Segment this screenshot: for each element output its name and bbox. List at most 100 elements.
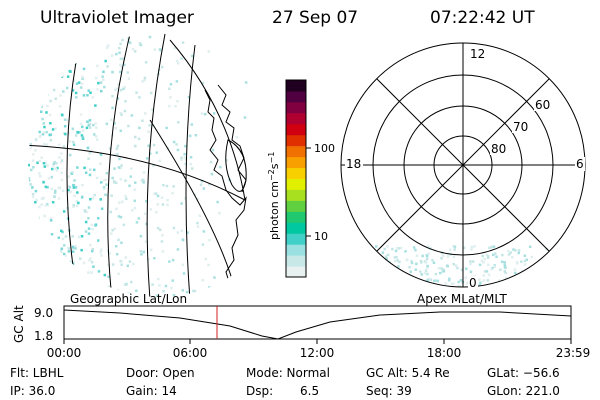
emission-pixel xyxy=(67,188,70,192)
emission-pixel xyxy=(479,281,482,284)
emission-pixel xyxy=(40,110,43,113)
emission-pixel xyxy=(55,169,58,172)
globe-view xyxy=(28,33,248,297)
emission-pixel xyxy=(74,274,78,278)
emission-pixel xyxy=(530,255,533,259)
emission-pixel xyxy=(93,168,96,172)
emission-pixel xyxy=(62,145,66,148)
emission-pixel xyxy=(427,252,431,255)
emission-pixel xyxy=(391,247,394,251)
emission-pixel xyxy=(72,205,75,208)
emission-pixel xyxy=(200,179,204,183)
emission-pixel xyxy=(124,256,128,259)
emission-pixel xyxy=(38,205,41,209)
emission-pixel xyxy=(456,266,459,270)
emission-pixel xyxy=(71,245,75,249)
emission-pixel xyxy=(50,59,53,62)
emission-pixel xyxy=(426,264,429,268)
emission-pixel xyxy=(61,237,65,241)
emission-pixel xyxy=(42,162,46,165)
emission-pixel xyxy=(87,46,91,49)
emission-pixel xyxy=(485,270,489,273)
emission-pixel xyxy=(213,112,216,115)
emission-pixel xyxy=(28,294,30,297)
emission-pixel xyxy=(431,259,434,262)
colorbar-cell xyxy=(286,211,306,223)
emission-pixel xyxy=(143,76,147,80)
emission-pixel xyxy=(75,204,79,207)
emission-pixel xyxy=(548,259,552,262)
emission-pixel xyxy=(30,69,33,73)
emission-pixel xyxy=(55,288,58,291)
emission-pixel xyxy=(54,189,57,193)
emission-pixel xyxy=(116,144,120,148)
emission-pixel xyxy=(373,283,377,286)
emission-pixel xyxy=(49,74,53,78)
emission-pixel xyxy=(32,166,35,169)
gc-alt-info: GC Alt: 5.4 Re xyxy=(366,366,450,380)
emission-pixel xyxy=(57,236,60,239)
emission-pixel xyxy=(90,45,94,48)
emission-pixel xyxy=(550,262,554,266)
emission-pixel xyxy=(59,161,63,164)
emission-pixel xyxy=(192,289,195,293)
seq-info: Seq: 39 xyxy=(366,384,412,398)
emission-pixel xyxy=(147,144,150,147)
emission-pixel xyxy=(202,187,206,190)
emission-pixel xyxy=(61,230,64,234)
emission-pixel xyxy=(399,246,403,250)
emission-pixel xyxy=(515,261,519,264)
emission-pixel xyxy=(44,87,48,90)
emission-pixel xyxy=(452,255,456,259)
emission-pixel xyxy=(153,48,157,51)
emission-pixel xyxy=(38,172,41,175)
emission-pixel xyxy=(90,223,94,227)
filter-info: Flt: LBHL xyxy=(10,366,64,380)
emission-pixel xyxy=(69,37,72,40)
emission-pixel xyxy=(442,268,445,271)
emission-pixel xyxy=(118,201,121,204)
emission-pixel xyxy=(42,181,45,184)
emission-pixel xyxy=(58,275,61,278)
emission-pixel xyxy=(45,278,48,282)
emission-pixel xyxy=(165,184,169,188)
emission-pixel xyxy=(208,238,211,242)
emission-pixel xyxy=(66,75,70,78)
emission-pixel xyxy=(86,286,90,289)
emission-pixel xyxy=(149,208,152,211)
emission-pixel xyxy=(172,226,176,230)
emission-pixel xyxy=(60,152,63,155)
emission-pixel xyxy=(100,254,103,257)
emission-pixel xyxy=(165,126,168,130)
emission-pixel xyxy=(533,284,537,287)
emission-pixel xyxy=(512,248,515,251)
emission-pixel xyxy=(113,153,117,156)
emission-pixel xyxy=(495,255,498,258)
emission-pixel xyxy=(141,80,144,83)
emission-pixel xyxy=(61,113,64,117)
emission-pixel xyxy=(75,200,79,203)
emission-pixel xyxy=(44,37,47,40)
emission-pixel xyxy=(409,270,412,273)
emission-pixel xyxy=(48,65,52,69)
emission-pixel xyxy=(386,266,389,269)
emission-pixel xyxy=(115,245,118,248)
colorbar-unit-label: photon cm−2s−1 xyxy=(267,152,281,240)
emission-pixel xyxy=(31,257,34,261)
emission-pixel xyxy=(547,280,550,284)
emission-pixel xyxy=(457,285,460,287)
emission-pixel xyxy=(460,268,464,272)
emission-pixel xyxy=(28,276,29,280)
emission-pixel xyxy=(166,203,169,207)
emission-pixel xyxy=(130,114,134,117)
xtick-label-1200: 12:00 xyxy=(300,346,335,360)
emission-pixel xyxy=(132,262,135,266)
emission-pixel xyxy=(45,40,49,43)
emission-pixel xyxy=(148,35,152,39)
emission-pixel xyxy=(63,118,67,121)
emission-pixel xyxy=(541,264,544,268)
emission-pixel xyxy=(82,261,86,265)
emission-pixel xyxy=(423,271,427,275)
emission-pixel xyxy=(120,113,123,116)
emission-pixel xyxy=(38,130,41,134)
